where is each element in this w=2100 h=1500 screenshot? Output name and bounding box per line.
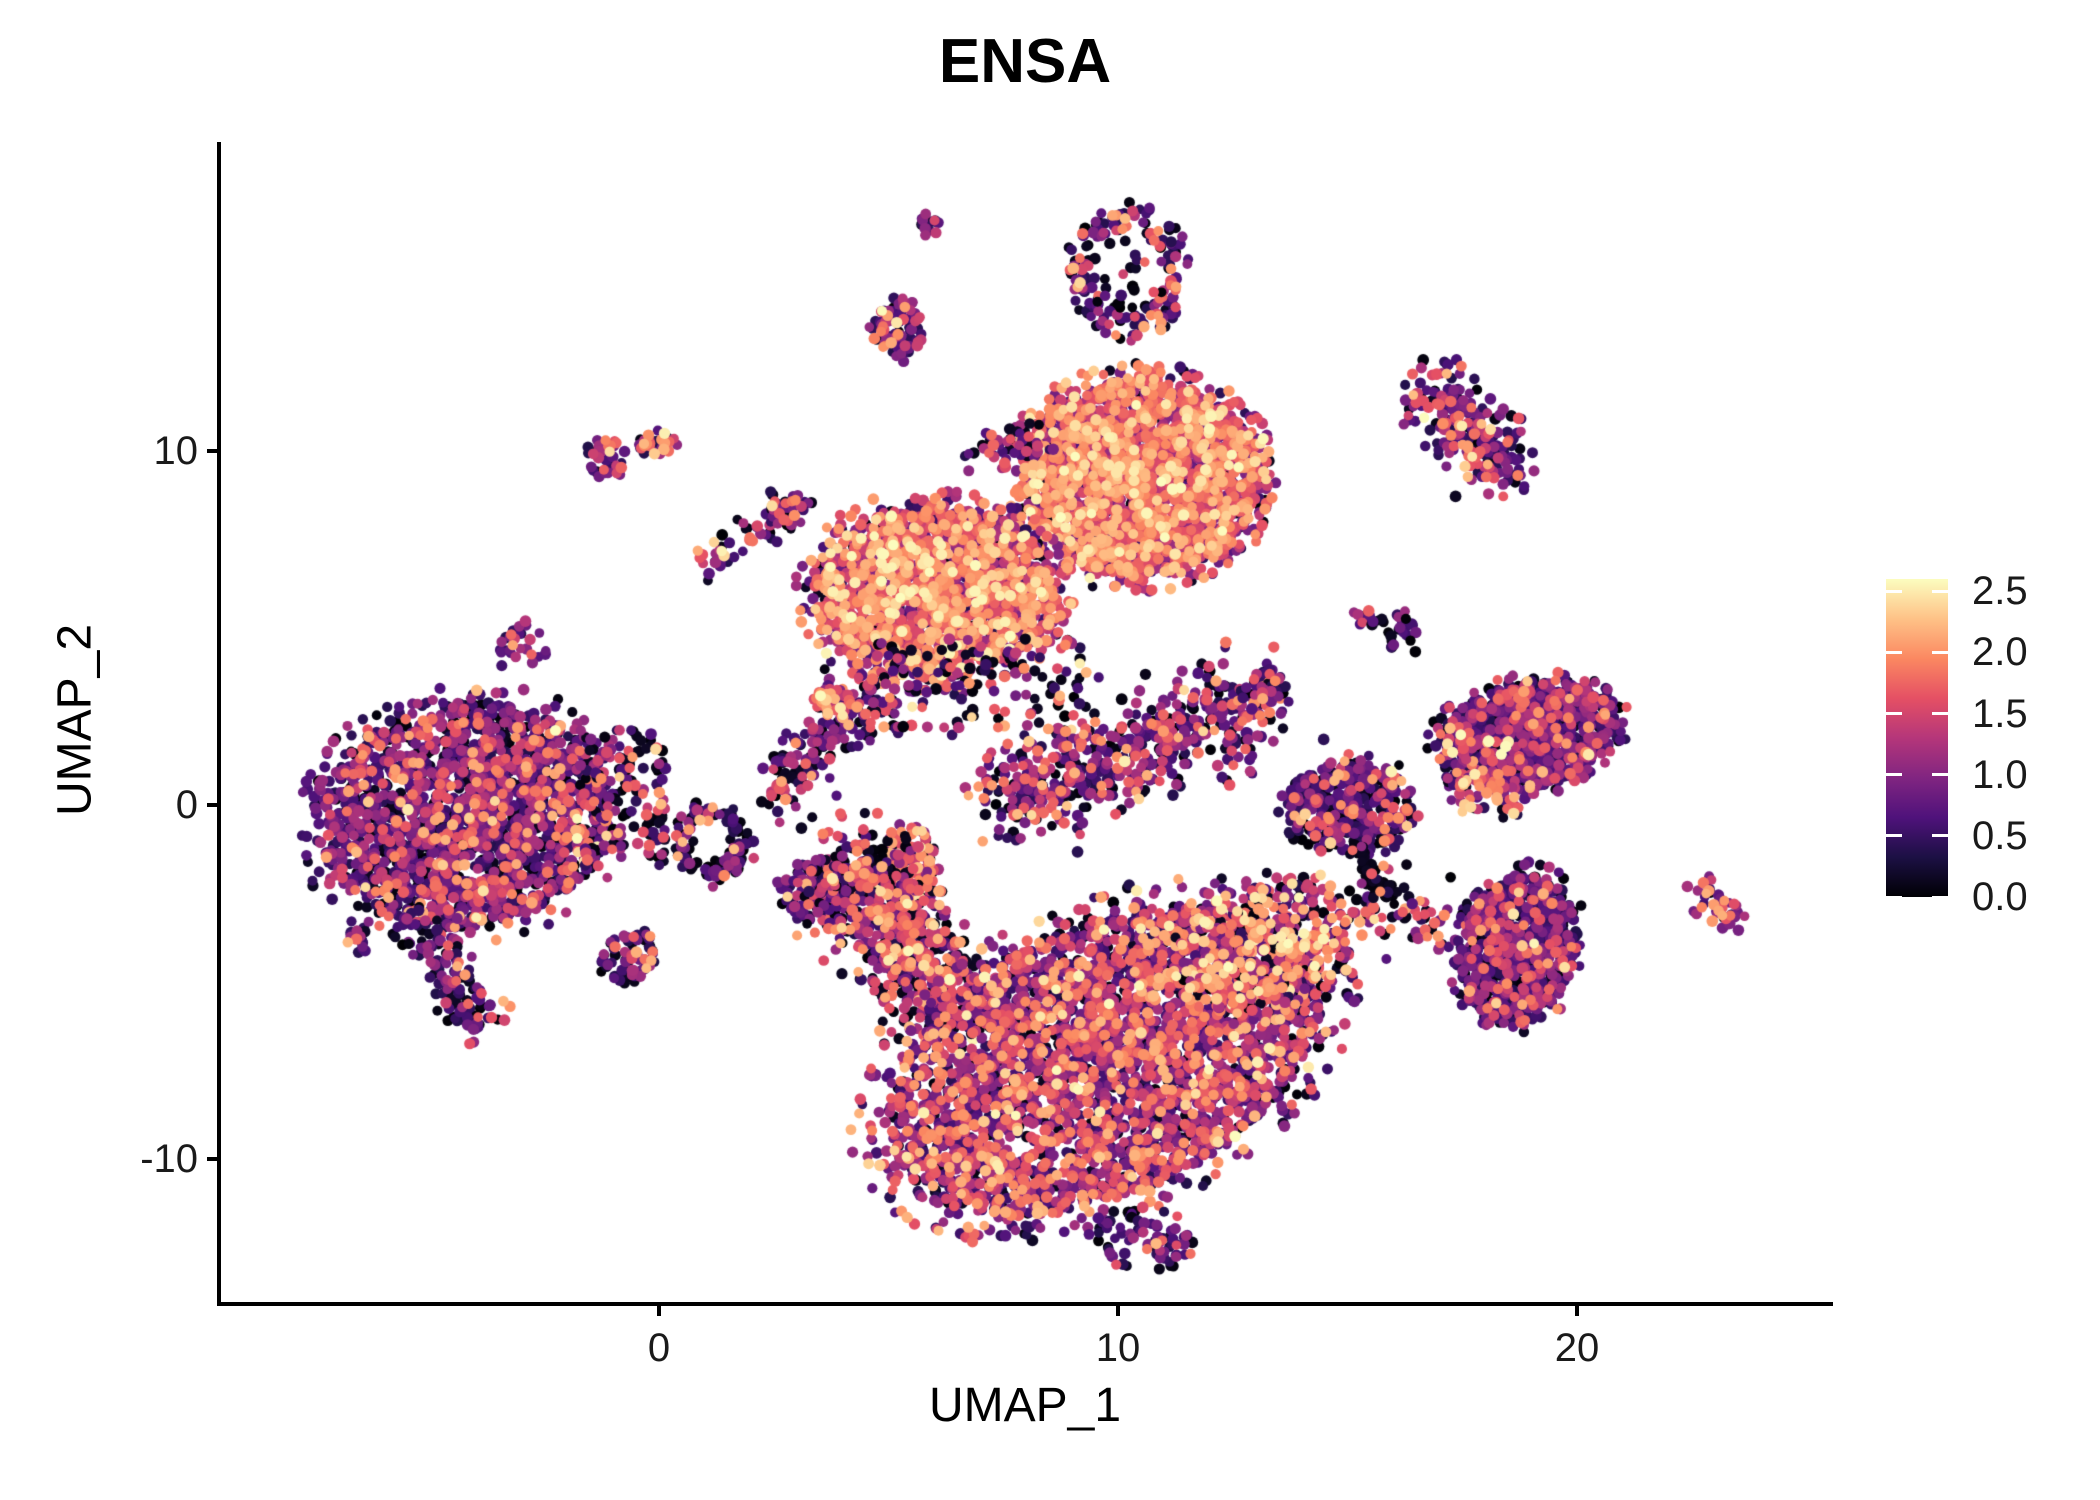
x-axis-line <box>217 1302 1833 1306</box>
y-tick-label: 10 <box>153 428 199 473</box>
x-tick <box>1116 1302 1120 1316</box>
colorbar-tick <box>1886 650 1902 654</box>
x-tick-label: 20 <box>1554 1326 1600 1370</box>
x-tick-label: 10 <box>1095 1326 1141 1370</box>
colorbar-tick <box>1932 650 1948 654</box>
colorbar-tick-label: 1.5 <box>1972 691 2028 736</box>
colorbar-gradient <box>1886 579 1948 897</box>
x-tick-label: 0 <box>647 1326 671 1370</box>
colorbar-tick <box>1886 834 1902 838</box>
x-axis-label: UMAP_1 <box>928 1379 1122 1432</box>
colorbar-tick <box>1932 773 1948 777</box>
y-tick-label: 0 <box>175 783 198 827</box>
colorbar-tick-label: 0.5 <box>1972 813 2028 858</box>
colorbar-tick <box>1886 712 1902 716</box>
colorbar-tick-label: 0.0 <box>1972 875 2028 919</box>
colorbar-tick-label: 2.0 <box>1972 630 2028 675</box>
y-tick <box>207 1157 221 1162</box>
colorbar-tick <box>1886 589 1902 593</box>
colorbar-tick-label: 2.5 <box>1972 569 2028 614</box>
colorbar-tick <box>1932 895 1948 899</box>
y-tick <box>207 448 221 453</box>
colorbar-tick <box>1932 834 1948 838</box>
y-tick <box>207 803 221 807</box>
x-tick <box>657 1302 661 1316</box>
colorbar-tick-label: 1.0 <box>1972 752 2028 797</box>
colorbar-tick <box>1886 895 1902 899</box>
y-axis-line <box>217 142 221 1306</box>
colorbar-tick <box>1932 712 1948 716</box>
y-tick-label: -10 <box>140 1137 198 1182</box>
colorbar-tick <box>1886 773 1902 777</box>
x-tick <box>1575 1302 1579 1316</box>
colorbar-tick <box>1932 589 1948 593</box>
plot-title: ENSA <box>938 27 1112 96</box>
